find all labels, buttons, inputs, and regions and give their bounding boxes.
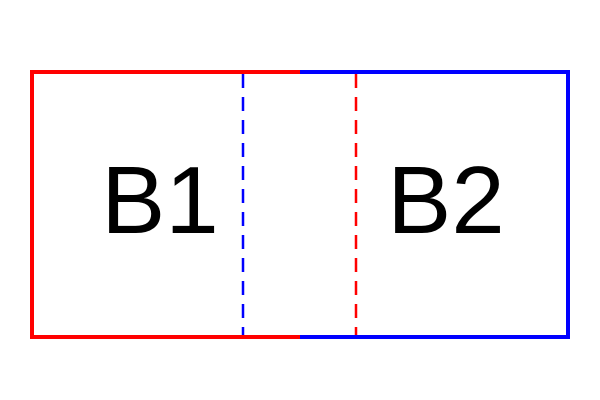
box-b1: B1 [30, 70, 358, 339]
box-b1-label: B1 [101, 147, 218, 254]
box-b2-border [300, 70, 570, 339]
box-b2: B2 [241, 70, 570, 339]
box-b1-border [30, 70, 300, 339]
box-b2-label: B2 [387, 147, 504, 254]
